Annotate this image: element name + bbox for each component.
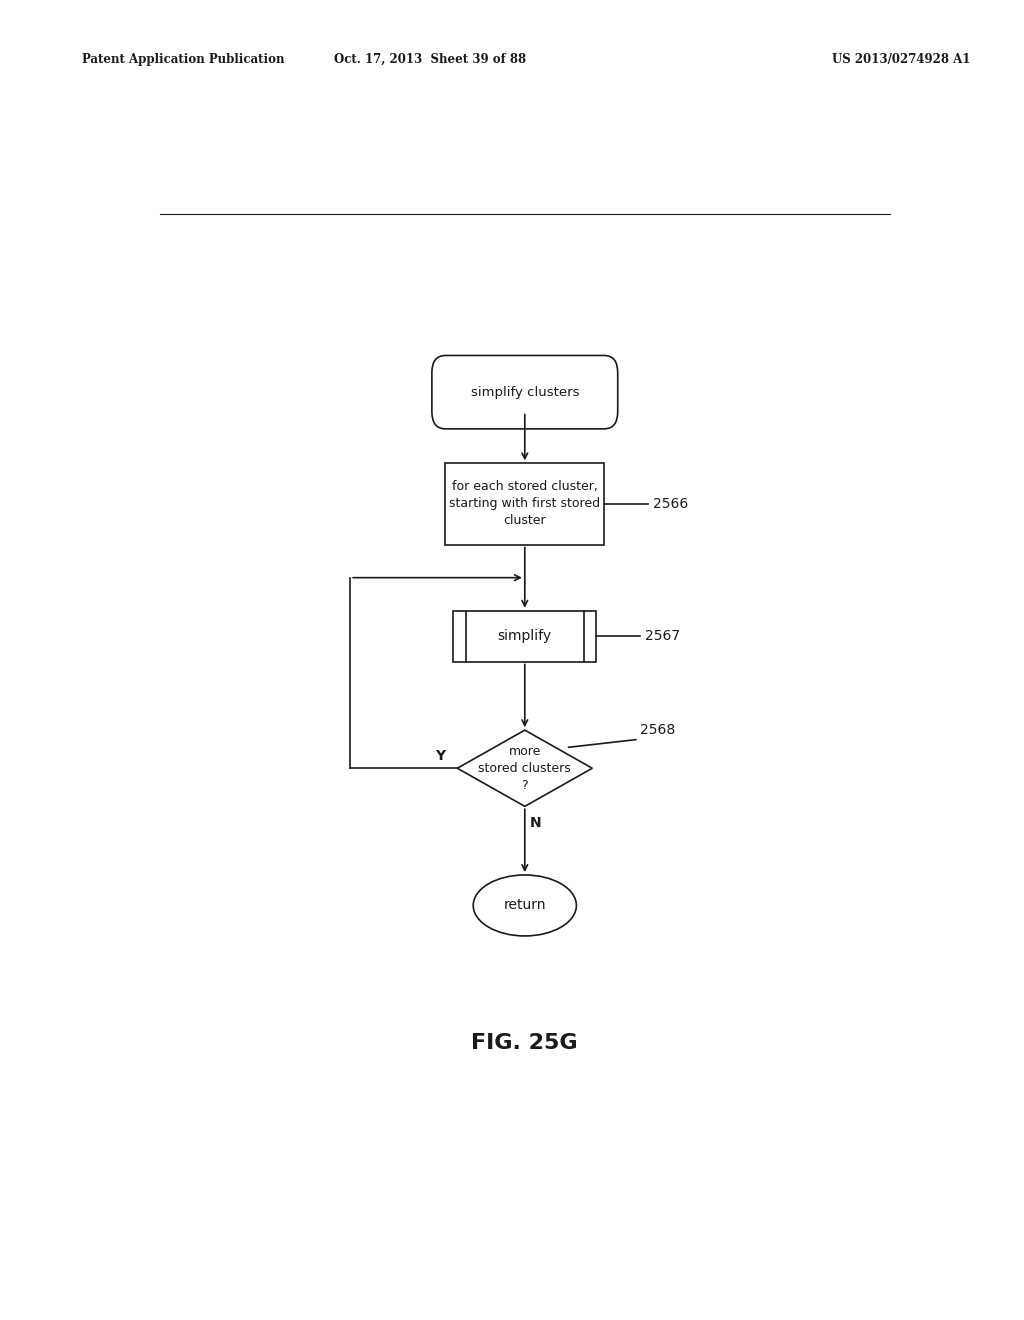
- FancyBboxPatch shape: [432, 355, 617, 429]
- Text: FIG. 25G: FIG. 25G: [471, 1032, 579, 1052]
- Text: N: N: [529, 816, 541, 829]
- Text: simplify clusters: simplify clusters: [471, 385, 579, 399]
- Text: 2567: 2567: [645, 630, 681, 643]
- Text: simplify: simplify: [498, 630, 552, 643]
- Bar: [445, 463, 604, 545]
- Text: more
stored clusters
?: more stored clusters ?: [478, 744, 571, 792]
- Text: 2566: 2566: [653, 496, 688, 511]
- Text: for each stored cluster,
starting with first stored
cluster: for each stored cluster, starting with f…: [450, 480, 600, 528]
- Text: Patent Application Publication: Patent Application Publication: [82, 53, 285, 66]
- Polygon shape: [458, 730, 592, 807]
- Text: return: return: [504, 899, 546, 912]
- Bar: [454, 611, 596, 661]
- Text: Y: Y: [435, 748, 445, 763]
- Text: Oct. 17, 2013  Sheet 39 of 88: Oct. 17, 2013 Sheet 39 of 88: [334, 53, 526, 66]
- Ellipse shape: [473, 875, 577, 936]
- Text: US 2013/0274928 A1: US 2013/0274928 A1: [831, 53, 971, 66]
- Text: 2568: 2568: [640, 722, 675, 737]
